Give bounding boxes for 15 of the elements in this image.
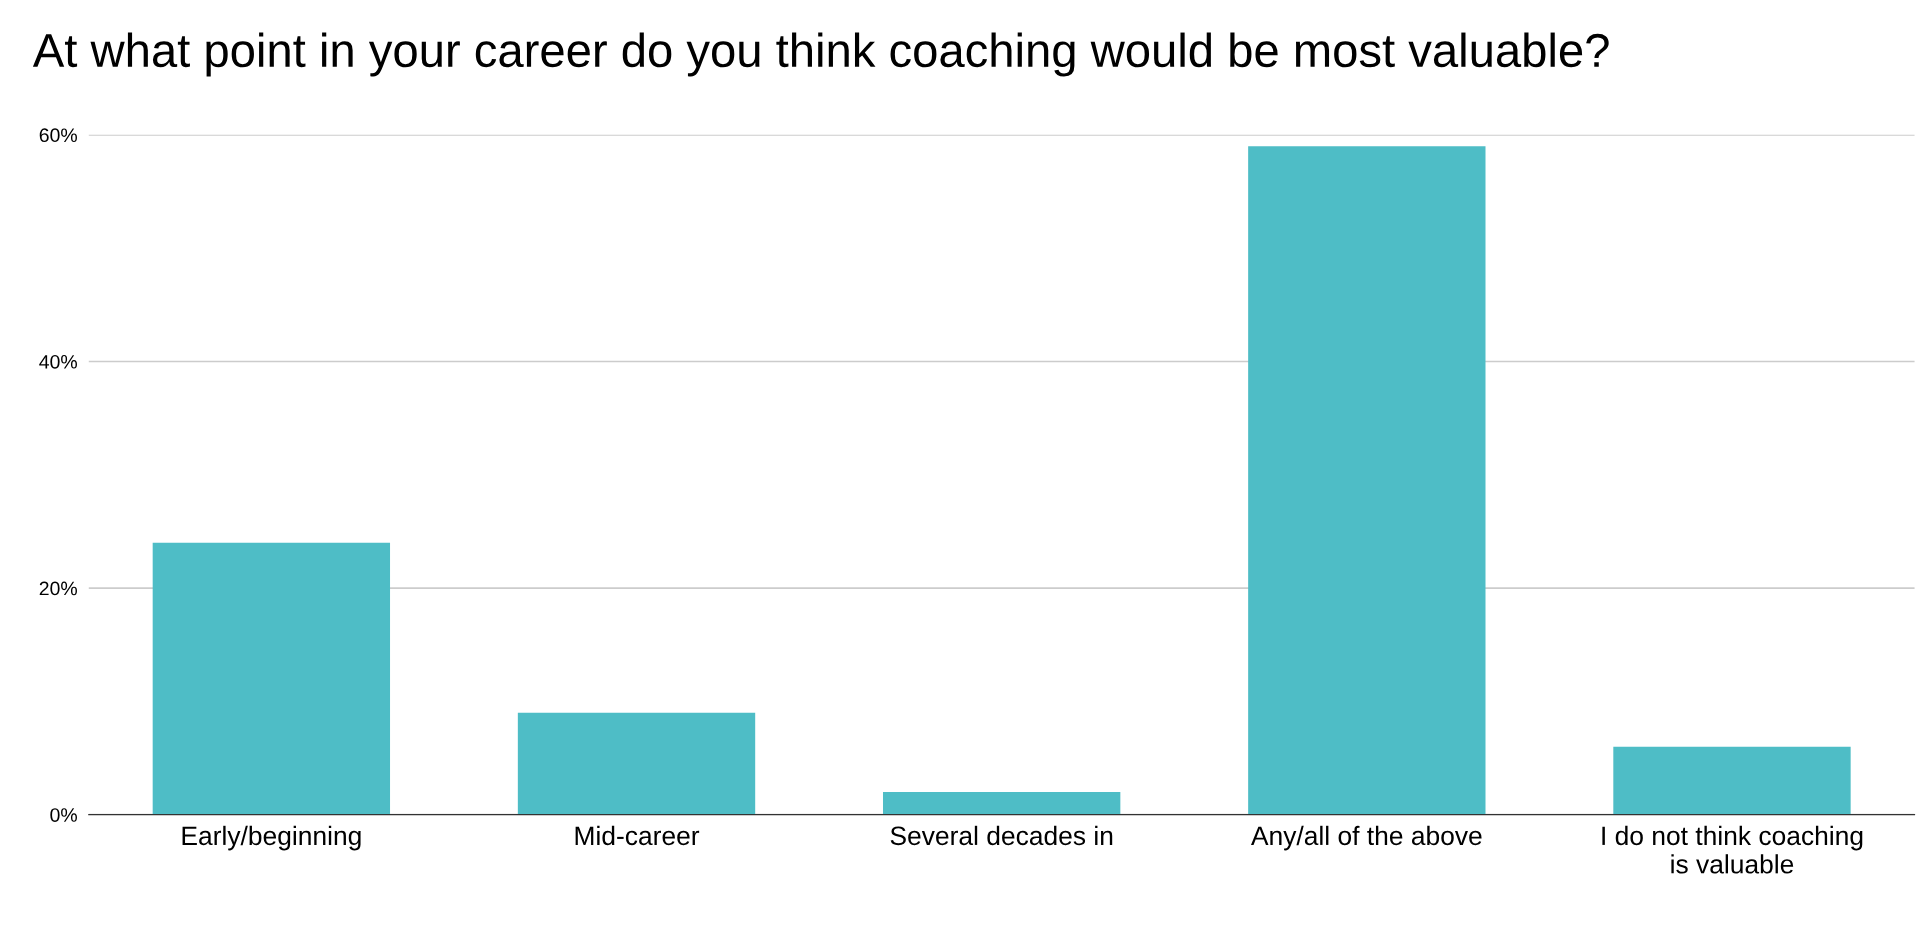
- x-tick-label: Early/beginning: [182, 825, 361, 851]
- bar: [517, 712, 756, 815]
- bar: [1613, 746, 1851, 815]
- chart-title: At what point in your career do you think coaching would be most valuable?: [32, 32, 1609, 77]
- bar: [152, 542, 391, 815]
- x-tick-label: I do not think coaching is valuable: [1602, 825, 1863, 874]
- y-tick-label: 20%: [39, 581, 77, 596]
- y-tick-label: 60%: [39, 128, 77, 143]
- y-tick-label: 0%: [50, 808, 77, 822]
- bar: [882, 792, 1121, 815]
- bar: [1248, 146, 1486, 815]
- y-tick-label: 40%: [39, 354, 77, 369]
- x-tick-label: Mid-career: [575, 825, 700, 846]
- x-tick-label: Any/all of the above: [1250, 825, 1482, 851]
- x-tick-label: Several decades in: [890, 825, 1113, 846]
